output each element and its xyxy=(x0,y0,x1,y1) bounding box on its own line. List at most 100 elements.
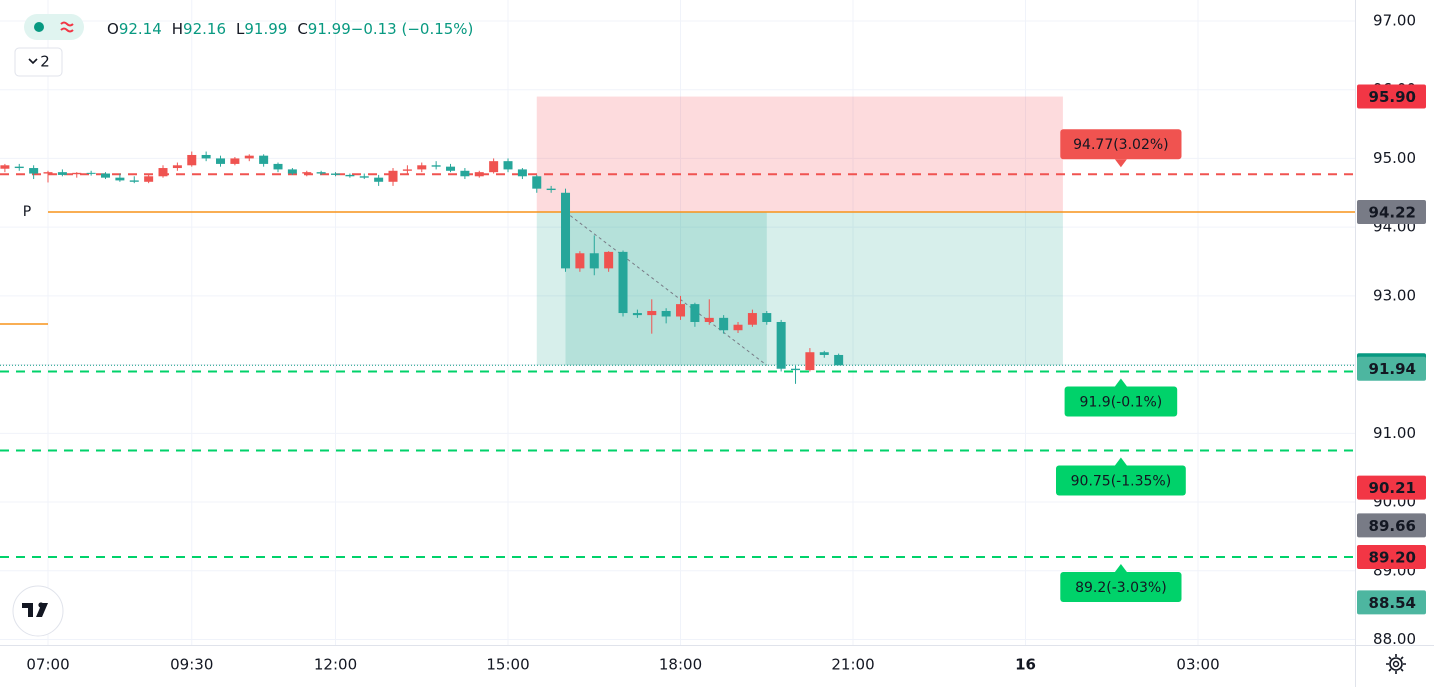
level-label-box xyxy=(1060,129,1182,160)
legend-key: O xyxy=(107,20,119,38)
legend-value: 92.16 xyxy=(183,20,226,38)
series-toggle[interactable] xyxy=(14,47,63,77)
status-pill[interactable] xyxy=(24,14,84,40)
candle-body xyxy=(661,310,671,317)
candle-body xyxy=(158,168,168,177)
legend-value: −0.13 (−0.15%) xyxy=(351,20,474,38)
candle-body xyxy=(417,165,427,170)
y-tick-label: 93.00 xyxy=(1373,286,1416,304)
legend-key: H xyxy=(172,20,183,38)
y-tick-label: 91.00 xyxy=(1373,424,1416,442)
candle-body xyxy=(72,172,82,175)
level-label-pointer xyxy=(1114,564,1127,573)
candle-body xyxy=(302,172,312,174)
candle-body xyxy=(259,155,269,164)
legend-key: L xyxy=(236,20,245,38)
logo-circle[interactable] xyxy=(12,585,64,637)
level-label-pointer xyxy=(1114,159,1127,168)
candle-body xyxy=(647,310,657,316)
candle-body xyxy=(503,161,513,170)
chevron-icon xyxy=(28,58,38,65)
candle-body xyxy=(819,352,829,355)
candle-body xyxy=(446,166,456,171)
level-label: 89.2(-3.03%) xyxy=(1075,580,1167,596)
x-tick-label: 21:00 xyxy=(831,656,874,674)
level-label-box xyxy=(1055,465,1186,496)
legend-value: 91.99 xyxy=(244,20,287,38)
level-label: 91.9(-0.1%) xyxy=(1080,394,1163,410)
candle-body xyxy=(14,166,24,169)
price-badge xyxy=(1357,513,1426,538)
y-tick-label: 88.00 xyxy=(1373,630,1416,648)
candle-body xyxy=(86,172,96,174)
candle-body xyxy=(747,313,757,325)
candle-body xyxy=(704,317,714,322)
gear-teeth xyxy=(1386,654,1406,674)
x-tick-label: 15:00 xyxy=(486,656,529,674)
price-badge-label: 95.90 xyxy=(1369,88,1416,106)
price-badge-label: 90.21 xyxy=(1369,479,1416,497)
y-tick-label: 95.00 xyxy=(1373,149,1416,167)
level-label: 94.77(3.02%) xyxy=(1073,137,1168,153)
x-tick-label: 16 xyxy=(1015,656,1036,674)
price-axis-bg xyxy=(1355,0,1434,687)
candle-body xyxy=(216,158,226,164)
overlay: 2 O92.14 H92.16 L91.99 C91.99−0.13 (−0.15%) xyxy=(12,14,1406,674)
candle-body xyxy=(115,177,125,181)
legend-value: 91.99 xyxy=(308,20,351,38)
candle-body xyxy=(604,251,614,269)
level-label: 90.75(-1.35%) xyxy=(1071,474,1172,490)
candle-body xyxy=(690,304,700,322)
candle-body xyxy=(43,172,53,174)
candle-body xyxy=(287,169,297,174)
candle-body xyxy=(374,177,384,182)
logo-dot xyxy=(38,602,44,608)
candle-body xyxy=(474,172,484,177)
candle-body xyxy=(230,158,240,164)
status-dot xyxy=(34,22,44,32)
candle-body xyxy=(517,169,527,177)
price-badge xyxy=(1357,545,1426,570)
x-tick-label: 03:00 xyxy=(1176,656,1219,674)
candle-body xyxy=(402,169,412,171)
price-badge-label: 89.66 xyxy=(1369,517,1416,535)
candle-body xyxy=(791,368,801,371)
candle-body xyxy=(719,317,729,331)
price-badge xyxy=(1357,356,1426,381)
candle-body xyxy=(733,324,743,331)
candle-body xyxy=(589,253,599,269)
trade-path xyxy=(565,211,768,366)
y-tick-label: 97.00 xyxy=(1373,11,1416,29)
price-badge-label: 91.94 xyxy=(1369,360,1416,378)
candle-body xyxy=(632,313,642,316)
x-tick-label: 18:00 xyxy=(659,656,702,674)
candle-body xyxy=(431,165,441,167)
level-label-pointer xyxy=(1114,378,1127,387)
price-badge-label: 94.22 xyxy=(1369,204,1416,222)
price-badge xyxy=(1357,590,1426,615)
candle-body xyxy=(489,161,499,173)
candle-body xyxy=(618,251,628,314)
x-tick-label: 12:00 xyxy=(314,656,357,674)
candle-body xyxy=(0,165,10,169)
candle-body xyxy=(331,173,341,175)
candle-body xyxy=(144,176,154,182)
candle-body xyxy=(101,173,111,178)
level-label-pointer xyxy=(1114,457,1127,466)
x-tick-label: 07:00 xyxy=(26,656,69,674)
legend-value: 92.14 xyxy=(119,20,162,38)
settings-icon[interactable] xyxy=(1386,654,1406,674)
candle-body xyxy=(834,354,844,366)
candle-body xyxy=(57,172,67,175)
candle-body xyxy=(676,304,686,317)
candle-body xyxy=(460,170,470,177)
time-axis-bg xyxy=(0,645,1355,687)
candle-body xyxy=(29,168,39,174)
price-badge-label: 88.54 xyxy=(1369,594,1416,612)
price-badge-label: 89.20 xyxy=(1369,549,1416,567)
